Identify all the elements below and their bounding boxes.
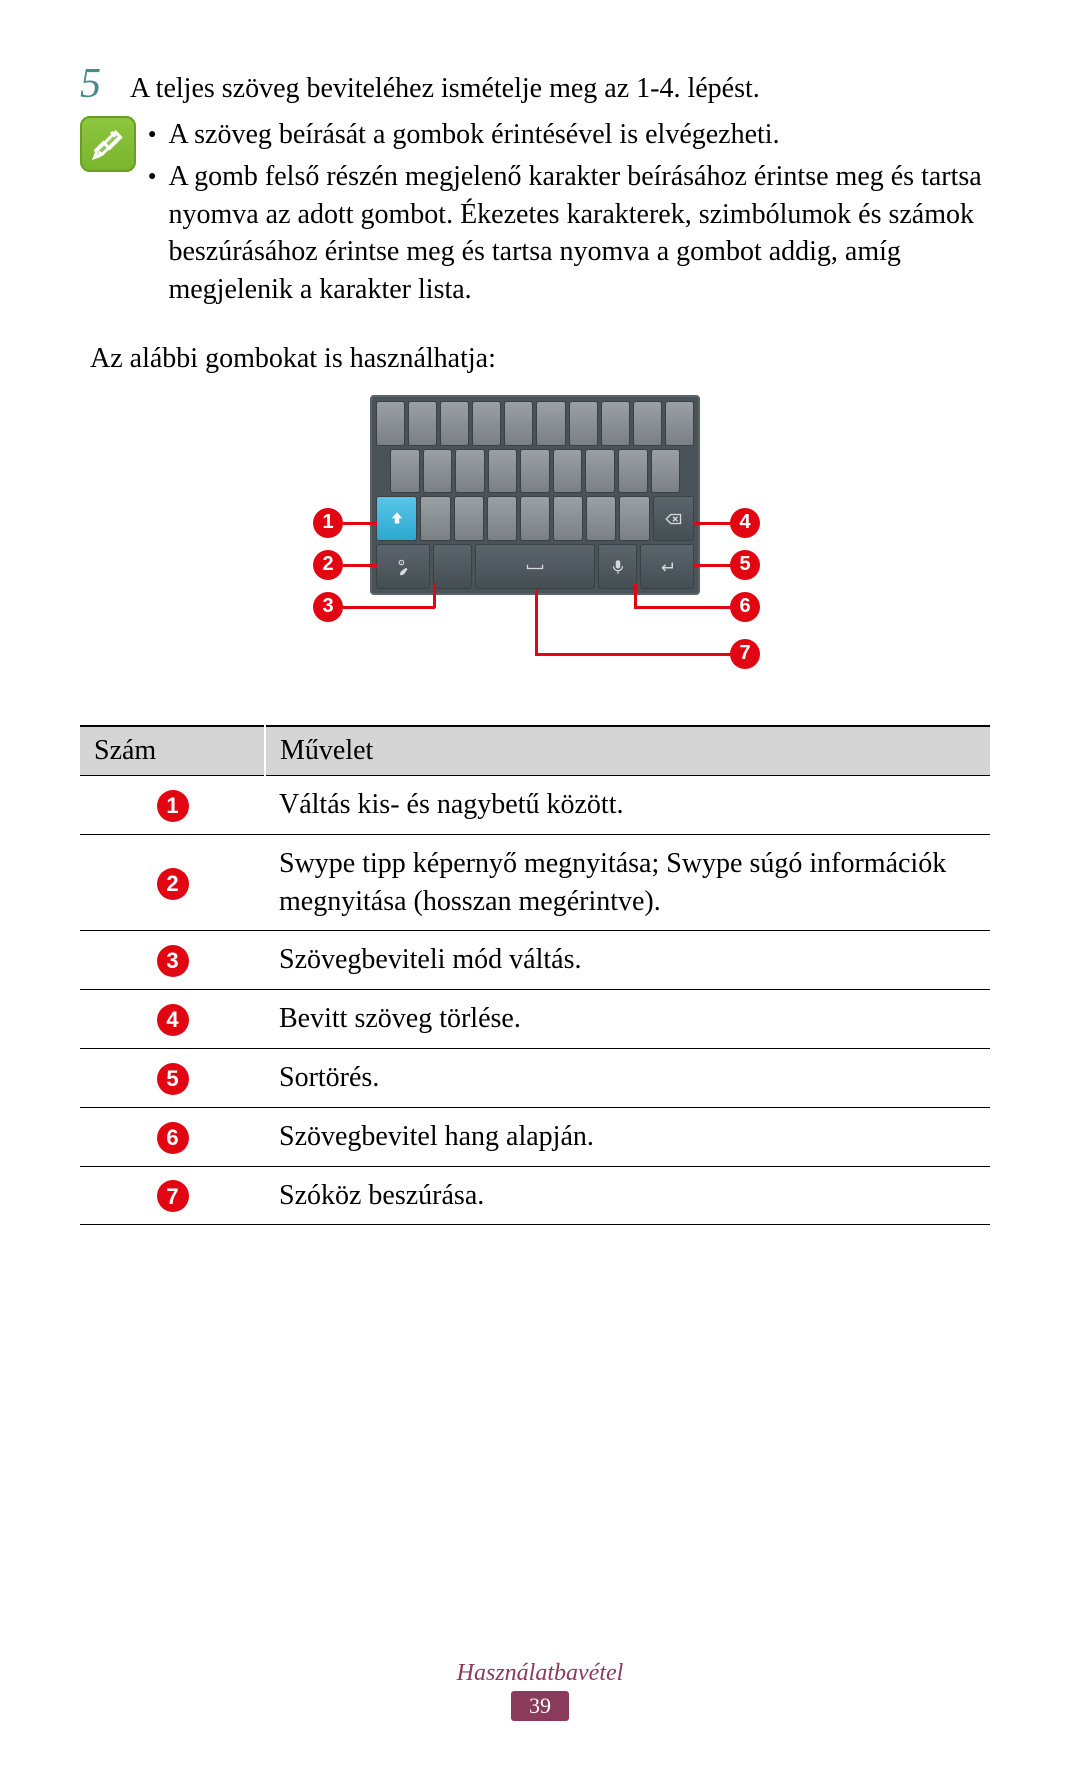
row-operation: Bevitt szöveg törlése. [265,990,990,1049]
callout-1: 1 [313,508,343,538]
backspace-key [653,496,694,541]
table-row: 7 Szóköz beszúrása. [80,1166,990,1225]
row-badge: 3 [157,945,189,977]
note-block: A szöveg beírását a gombok érintésével i… [80,116,990,313]
row-operation: Szövegbevitel hang alapján. [265,1107,990,1166]
shift-key [376,496,417,541]
table-row: 4 Bevitt szöveg törlése. [80,990,990,1049]
callout-2: 2 [313,550,343,580]
footer: Használatbavétel 39 [0,1660,1080,1721]
table-row: 6 Szövegbevitel hang alapján. [80,1107,990,1166]
note-bullet-2: A gomb felső részén megjelenő karakter b… [168,158,990,309]
callout-5: 5 [730,550,760,580]
step-5: 5 A teljes szöveg beviteléhez ismételje … [80,60,990,108]
th-muvelet: Művelet [265,726,990,776]
row-badge: 4 [157,1004,189,1036]
swype-tip-key: i [376,544,430,589]
space-key [475,544,595,589]
enter-key [640,544,694,589]
step-text: A teljes szöveg beviteléhez ismételje me… [130,60,760,108]
row-badge: 1 [157,790,189,822]
page-number: 39 [511,1691,569,1721]
th-szam: Szám [80,726,265,776]
table-row: 5 Sortörés. [80,1048,990,1107]
svg-text:i: i [401,561,402,565]
footer-section: Használatbavétel [0,1660,1080,1687]
input-mode-key [433,544,472,589]
row-badge: 2 [157,868,189,900]
note-icon [80,116,136,172]
table-row: 3 Szövegbeviteli mód váltás. [80,931,990,990]
row-operation: Szövegbeviteli mód váltás. [265,931,990,990]
note-bullet-1: A szöveg beírását a gombok érintésével i… [168,116,779,154]
keyboard: i [370,395,700,595]
note-body: A szöveg beírását a gombok érintésével i… [148,116,990,313]
callout-4: 4 [730,508,760,538]
key-usage-intro: Az alábbi gombokat is használhatja: [90,343,980,375]
table-row: 2 Swype tipp képernyő megnyitása; Swype s… [80,834,990,931]
operations-table: Szám Művelet 1 Váltás kis- és nagybetű kö… [80,725,990,1225]
keyboard-diagram: i 1 2 3 4 5 6 [235,395,835,685]
row-badge: 6 [157,1122,189,1154]
callout-6: 6 [730,592,760,622]
table-row: 1 Váltás kis- és nagybetű között. [80,775,990,834]
row-operation: Váltás kis- és nagybetű között. [265,775,990,834]
step-number: 5 [80,60,130,108]
voice-key [598,544,637,589]
callout-7: 7 [730,639,760,669]
row-badge: 7 [157,1180,189,1212]
row-badge: 5 [157,1063,189,1095]
row-operation: Swype tipp képernyő megnyitása; Swype sú… [265,834,990,931]
row-operation: Sortörés. [265,1048,990,1107]
callout-3: 3 [313,592,343,622]
row-operation: Szóköz beszúrása. [265,1166,990,1225]
